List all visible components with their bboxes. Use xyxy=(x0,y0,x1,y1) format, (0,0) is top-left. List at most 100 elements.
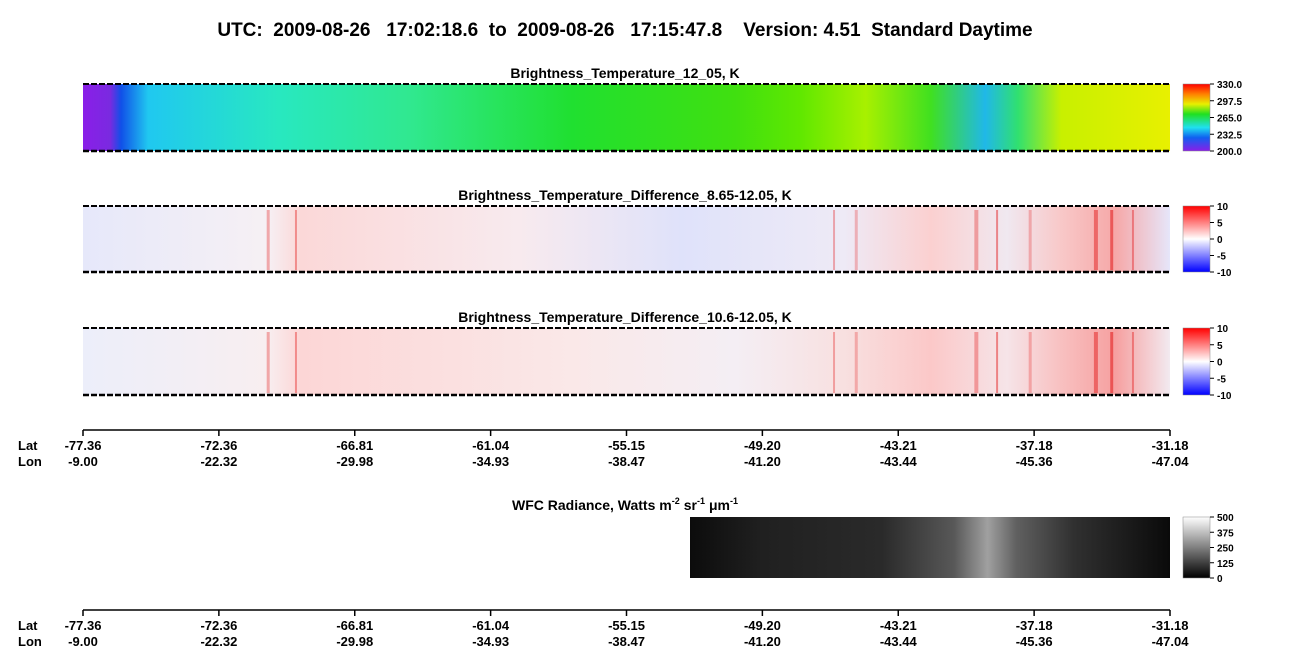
lon-tick-label: -34.93 xyxy=(472,454,509,469)
superscript: -2 xyxy=(672,496,680,506)
lat-tick-label: -72.36 xyxy=(200,618,237,633)
colorbar-label: -10 xyxy=(1217,268,1232,279)
lon-tick-label: -47.04 xyxy=(1152,634,1190,649)
colorbar-label: 10 xyxy=(1217,324,1229,335)
lat-tick-label: -31.18 xyxy=(1152,438,1189,453)
lon-tick-label: -45.36 xyxy=(1016,454,1053,469)
lon-tick-label: -29.98 xyxy=(336,454,373,469)
lat-tick-label: -43.21 xyxy=(880,438,917,453)
colorbar-label: 330.0 xyxy=(1217,80,1242,91)
superscript: -1 xyxy=(730,496,738,506)
lon-tick-label: -22.32 xyxy=(200,634,237,649)
lon-tick-label: -41.20 xyxy=(744,454,781,469)
lat-tick-label: -61.04 xyxy=(472,438,510,453)
lon-tick-label: -43.44 xyxy=(880,634,918,649)
streak xyxy=(974,210,979,270)
streak xyxy=(1028,332,1032,393)
streak xyxy=(1110,332,1114,393)
lon-label: Lon xyxy=(18,634,42,649)
lat-tick-label: -61.04 xyxy=(472,618,510,633)
colorbar-label: 250 xyxy=(1217,544,1234,555)
lon-tick-label: -38.47 xyxy=(608,454,645,469)
colorbar-label: 297.5 xyxy=(1217,97,1242,108)
streak xyxy=(974,332,979,393)
title-part: sr xyxy=(684,497,698,513)
streak xyxy=(833,332,836,393)
streak xyxy=(294,332,297,393)
lon-tick-label: -38.47 xyxy=(608,634,645,649)
streak xyxy=(996,332,999,393)
lon-tick-label: -9.00 xyxy=(68,454,98,469)
streak xyxy=(1110,210,1114,270)
lat-tick-label: -72.36 xyxy=(200,438,237,453)
lon-tick-label: -45.36 xyxy=(1016,634,1053,649)
panel-image xyxy=(83,328,1170,395)
colorbar-label: -10 xyxy=(1217,391,1232,402)
colorbar-label: 5 xyxy=(1217,219,1223,230)
panel-image xyxy=(83,206,1170,272)
streak xyxy=(854,332,858,393)
superscript: -1 xyxy=(697,496,705,506)
colorbar xyxy=(1182,205,1211,273)
streak xyxy=(1131,210,1134,270)
streak xyxy=(266,332,270,393)
colorbar-label: 0 xyxy=(1217,574,1223,585)
streak xyxy=(996,210,999,270)
lat-tick-label: -49.20 xyxy=(744,438,781,453)
colorbar-label: 232.5 xyxy=(1217,130,1242,141)
colorbar xyxy=(1182,83,1211,152)
colorbar-label: -5 xyxy=(1217,252,1226,263)
lon-tick-label: -9.00 xyxy=(68,634,98,649)
colorbar-label: 5 xyxy=(1217,341,1223,352)
streak xyxy=(1093,332,1098,393)
colorbar xyxy=(1182,327,1211,396)
wfc-image xyxy=(690,517,1170,578)
lat-tick-label: -55.15 xyxy=(608,438,645,453)
panel-image xyxy=(83,84,1170,151)
lat-tick-label: -37.18 xyxy=(1016,618,1053,633)
lon-tick-label: -34.93 xyxy=(472,634,509,649)
lat-tick-label: -49.20 xyxy=(744,618,781,633)
colorbar-label: 500 xyxy=(1217,513,1234,524)
panel-title: Brightness_Temperature_Difference_8.65-1… xyxy=(458,187,792,203)
lat-tick-label: -43.21 xyxy=(880,618,917,633)
lon-tick-label: -47.04 xyxy=(1152,454,1190,469)
streak xyxy=(294,210,297,270)
colorbar xyxy=(1182,516,1211,579)
lon-tick-label: -29.98 xyxy=(336,634,373,649)
streak xyxy=(1028,210,1032,270)
lat-tick-label: -37.18 xyxy=(1016,438,1053,453)
lat-tick-label: -66.81 xyxy=(336,438,373,453)
colorbar-label: 200.0 xyxy=(1217,147,1242,158)
lat-tick-label: -55.15 xyxy=(608,618,645,633)
title-part: WFC Radiance, Watts m xyxy=(512,497,672,513)
lat-label: Lat xyxy=(18,618,38,633)
streak xyxy=(1093,210,1098,270)
colorbar-label: 0 xyxy=(1217,358,1223,369)
lat-tick-label: -66.81 xyxy=(336,618,373,633)
streak xyxy=(1131,332,1134,393)
colorbar-label: 10 xyxy=(1217,202,1229,213)
title-part: μm xyxy=(709,497,730,513)
figure-title: UTC: 2009-08-26 17:02:18.6 to 2009-08-26… xyxy=(217,20,1032,41)
lon-tick-label: -43.44 xyxy=(880,454,918,469)
colorbar-label: 0 xyxy=(1217,235,1223,246)
wfc-title: WFC Radiance, Watts m-2 sr-1 μm-1 xyxy=(512,496,738,513)
panel-title: Brightness_Temperature_12_05, K xyxy=(510,65,739,81)
lat-tick-label: -77.36 xyxy=(65,438,102,453)
colorbar-label: -5 xyxy=(1217,374,1226,385)
lat-tick-label: -77.36 xyxy=(65,618,102,633)
panel-title: Brightness_Temperature_Difference_10.6-1… xyxy=(458,309,792,325)
lat-label: Lat xyxy=(18,438,38,453)
streak xyxy=(854,210,858,270)
colorbar-label: 265.0 xyxy=(1217,114,1242,125)
lon-label: Lon xyxy=(18,454,42,469)
lon-tick-label: -22.32 xyxy=(200,454,237,469)
colorbar-label: 375 xyxy=(1217,528,1234,539)
lon-tick-label: -41.20 xyxy=(744,634,781,649)
colorbar-label: 125 xyxy=(1217,559,1234,570)
streak xyxy=(266,210,270,270)
lat-tick-label: -31.18 xyxy=(1152,618,1189,633)
